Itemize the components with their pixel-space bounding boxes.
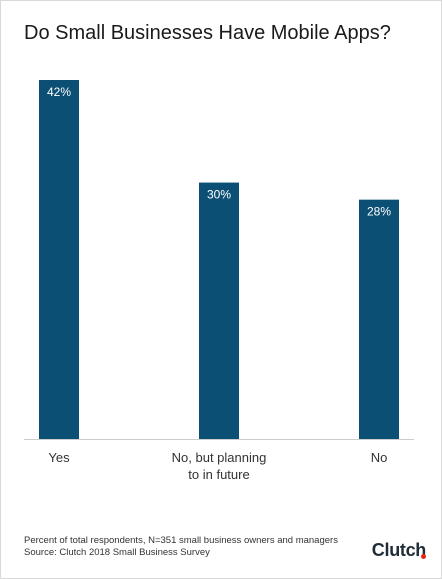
footnote-respondents: Percent of total respondents, N=351 smal… [24, 535, 338, 546]
bar-0 [39, 80, 79, 439]
bar-value-label-2: 28% [367, 205, 391, 219]
bar-value-label-0: 42% [47, 85, 71, 99]
bar-2 [359, 199, 399, 439]
bar-value-label-1: 30% [207, 188, 231, 202]
clutch-logo: Clutch [371, 540, 427, 560]
footnote: Percent of total respondents, N=351 smal… [24, 535, 338, 559]
category-label-1-line-0: No, but planning [172, 450, 267, 465]
bar-chart: 42% Yes 30% No, but planning to in future 28%… [24, 80, 414, 482]
category-label-1-line-1: to in future [188, 467, 249, 482]
category-label-2: No [371, 450, 388, 465]
bar-1 [199, 182, 239, 440]
clutch-logo-dot [421, 554, 426, 559]
category-label-0: Yes [48, 450, 70, 465]
chart-title: Do Small Businesses Have Mobile Apps? [24, 22, 391, 44]
footnote-source: Source: Clutch 2018 Small Business Surve… [24, 547, 210, 558]
